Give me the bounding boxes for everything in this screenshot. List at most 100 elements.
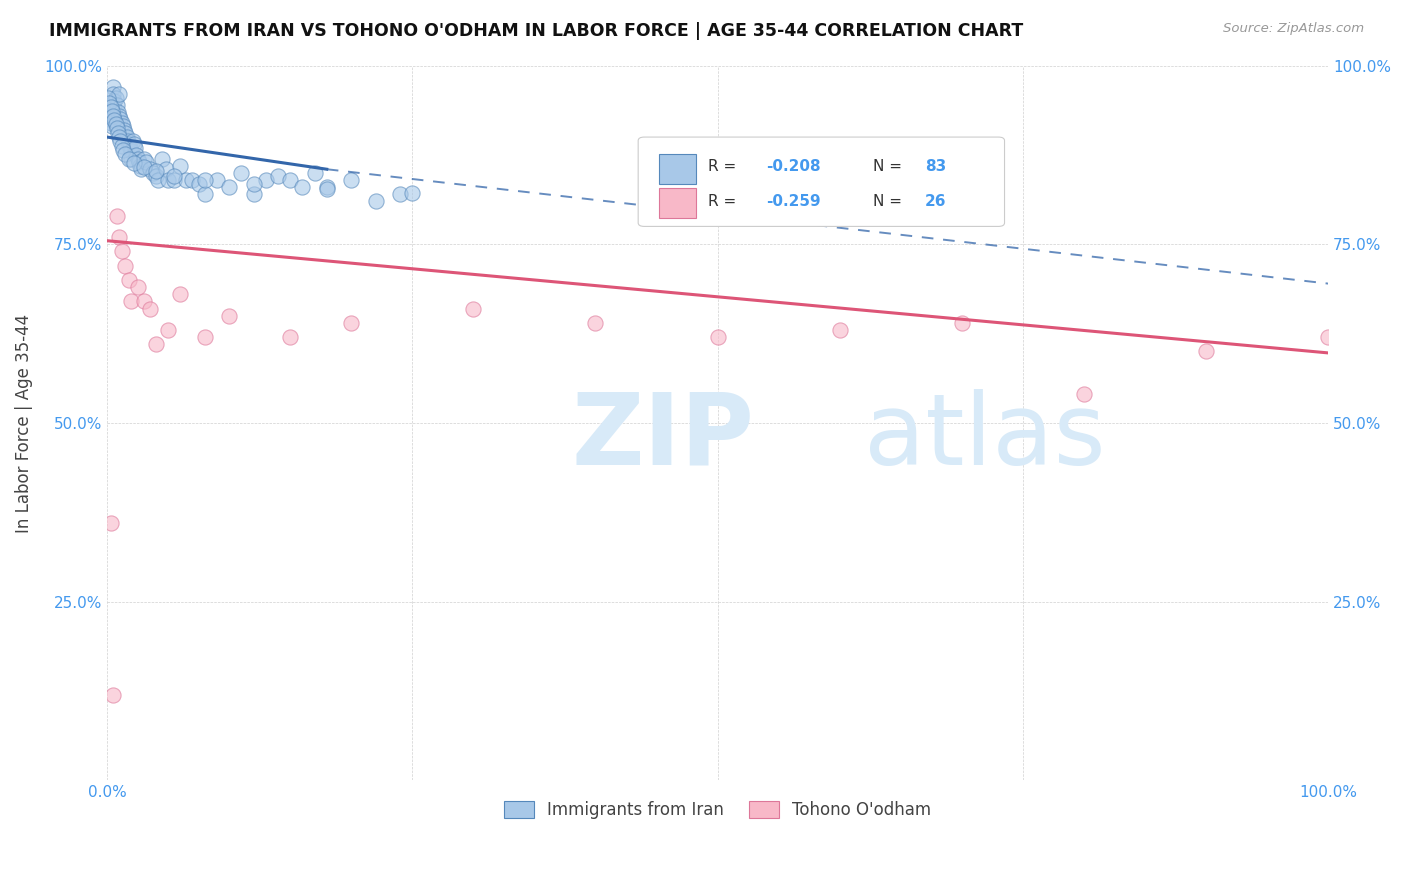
Text: N =: N = bbox=[873, 160, 907, 175]
Point bbox=[127, 152, 149, 166]
Point bbox=[114, 259, 136, 273]
Point bbox=[145, 169, 167, 184]
Point bbox=[111, 244, 134, 259]
Point bbox=[103, 95, 125, 109]
Point bbox=[118, 273, 141, 287]
Text: 83: 83 bbox=[925, 160, 946, 175]
Point bbox=[463, 301, 485, 316]
Text: R =: R = bbox=[707, 160, 741, 175]
Text: atlas: atlas bbox=[865, 389, 1105, 486]
Point bbox=[120, 152, 142, 166]
Point bbox=[155, 162, 177, 177]
Point bbox=[364, 194, 387, 209]
Point bbox=[169, 159, 191, 173]
Point bbox=[1195, 344, 1218, 359]
Point bbox=[101, 80, 124, 95]
Legend: Immigrants from Iran, Tohono O'odham: Immigrants from Iran, Tohono O'odham bbox=[498, 794, 938, 826]
Text: IMMIGRANTS FROM IRAN VS TOHONO O'ODHAM IN LABOR FORCE | AGE 35-44 CORRELATION CH: IMMIGRANTS FROM IRAN VS TOHONO O'ODHAM I… bbox=[49, 22, 1024, 40]
Point bbox=[163, 169, 186, 183]
Point bbox=[100, 116, 122, 130]
Point bbox=[97, 91, 120, 105]
Point bbox=[157, 173, 180, 187]
Point bbox=[104, 91, 127, 105]
Point bbox=[98, 112, 121, 127]
FancyBboxPatch shape bbox=[638, 137, 1004, 227]
Point bbox=[187, 177, 209, 191]
Point bbox=[169, 287, 191, 301]
Point bbox=[118, 152, 141, 166]
Text: -0.259: -0.259 bbox=[766, 194, 821, 209]
Point bbox=[100, 516, 122, 530]
Point bbox=[114, 147, 136, 161]
Point bbox=[218, 180, 240, 194]
Point bbox=[148, 173, 170, 187]
Text: N =: N = bbox=[873, 194, 907, 209]
Point bbox=[142, 166, 165, 180]
Point bbox=[124, 141, 146, 155]
Point bbox=[108, 109, 131, 123]
Point bbox=[254, 173, 277, 187]
Point bbox=[340, 316, 363, 330]
Point bbox=[120, 141, 142, 155]
Point bbox=[135, 155, 157, 169]
Point bbox=[105, 121, 128, 136]
Point bbox=[194, 187, 217, 202]
Point bbox=[583, 316, 606, 330]
Text: -0.208: -0.208 bbox=[766, 160, 821, 175]
Point bbox=[1073, 387, 1095, 401]
Point bbox=[98, 95, 121, 110]
Point bbox=[1317, 330, 1340, 344]
Point bbox=[120, 294, 142, 309]
Text: 26: 26 bbox=[925, 194, 946, 209]
Point bbox=[129, 162, 152, 177]
Point bbox=[127, 280, 149, 294]
Point bbox=[125, 148, 148, 162]
Point bbox=[194, 330, 217, 344]
Point bbox=[118, 137, 141, 152]
Point bbox=[101, 109, 124, 123]
Point bbox=[304, 166, 326, 180]
Point bbox=[267, 169, 290, 184]
Point bbox=[122, 156, 145, 170]
Point bbox=[138, 301, 160, 316]
Point bbox=[150, 152, 173, 166]
Point bbox=[111, 138, 134, 153]
Point bbox=[110, 112, 132, 127]
Point bbox=[132, 160, 155, 174]
Point bbox=[107, 105, 129, 120]
Point bbox=[104, 117, 127, 131]
Point bbox=[101, 120, 124, 134]
Point bbox=[242, 187, 264, 202]
Y-axis label: In Labor Force | Age 35-44: In Labor Force | Age 35-44 bbox=[15, 313, 32, 533]
Point bbox=[132, 152, 155, 166]
Point bbox=[108, 130, 131, 145]
Point bbox=[111, 116, 134, 130]
Point bbox=[103, 112, 125, 127]
Point bbox=[145, 337, 167, 351]
Point bbox=[194, 173, 217, 187]
Point bbox=[121, 134, 143, 148]
Point bbox=[108, 87, 131, 102]
Point bbox=[122, 137, 145, 152]
FancyBboxPatch shape bbox=[659, 153, 696, 184]
Point bbox=[112, 123, 135, 137]
Point bbox=[231, 166, 253, 180]
Point bbox=[278, 330, 301, 344]
FancyBboxPatch shape bbox=[659, 188, 696, 219]
Point bbox=[205, 173, 228, 187]
Point bbox=[110, 134, 132, 148]
Point bbox=[129, 159, 152, 173]
Point bbox=[114, 127, 136, 141]
Point bbox=[101, 104, 124, 119]
Point bbox=[132, 294, 155, 309]
Text: Source: ZipAtlas.com: Source: ZipAtlas.com bbox=[1223, 22, 1364, 36]
Point bbox=[181, 173, 204, 187]
Point bbox=[242, 178, 264, 192]
Point bbox=[389, 187, 412, 202]
Point bbox=[111, 143, 134, 157]
Point bbox=[176, 173, 198, 187]
Point bbox=[108, 230, 131, 244]
Point bbox=[117, 134, 139, 148]
Point bbox=[145, 164, 167, 178]
Point bbox=[103, 102, 125, 116]
